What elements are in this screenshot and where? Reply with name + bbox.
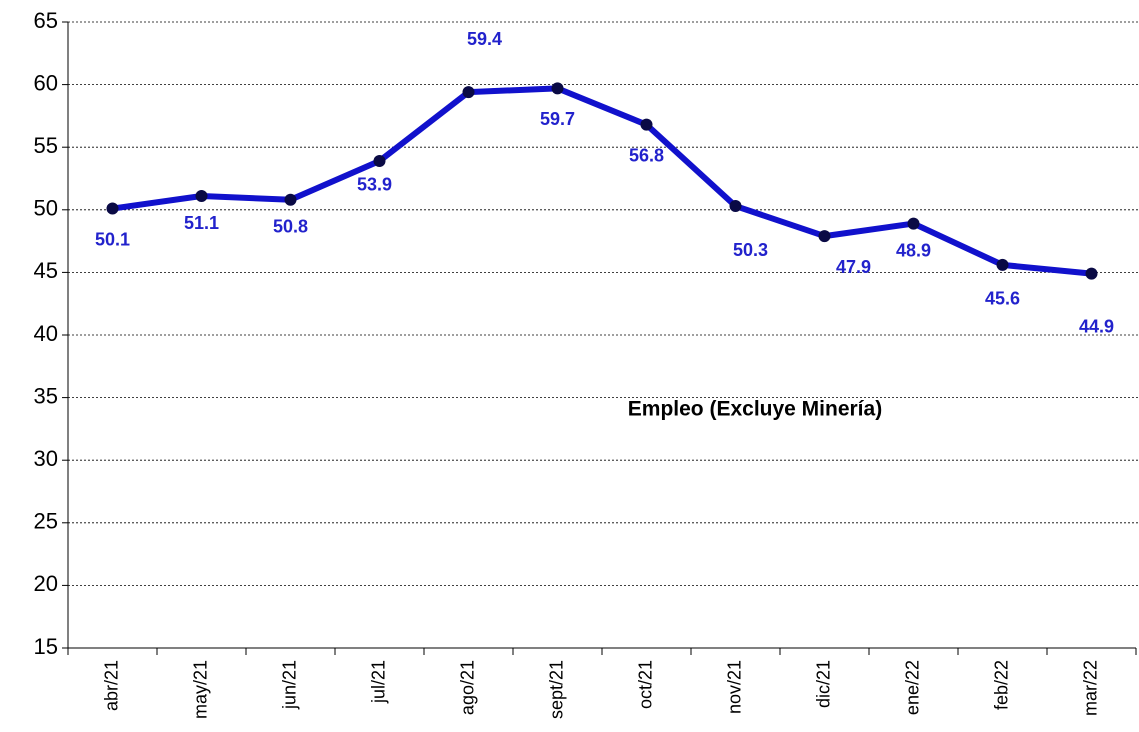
- x-tick-label: ene/22: [902, 660, 922, 715]
- marker: [640, 118, 653, 131]
- y-tick-label: 20: [34, 571, 58, 596]
- y-tick-label: 40: [34, 321, 58, 346]
- x-tick-label: ago/21: [457, 660, 477, 715]
- x-tick-label: may/21: [190, 660, 210, 719]
- marker: [195, 190, 208, 203]
- x-tick-label: oct/21: [635, 660, 655, 709]
- data-label: 48.9: [896, 240, 931, 260]
- annotation: Empleo (Excluye Minería): [628, 398, 882, 421]
- marker: [551, 82, 564, 95]
- marker: [284, 193, 297, 206]
- y-tick-label: 15: [34, 634, 58, 659]
- y-tick-label: 30: [34, 446, 58, 471]
- y-tick-label: 50: [34, 196, 58, 221]
- data-label: 53.9: [357, 175, 392, 195]
- marker: [818, 230, 831, 243]
- marker: [373, 154, 386, 167]
- data-label: 59.4: [467, 29, 502, 49]
- line: [112, 85, 1092, 277]
- data-label: 50.8: [273, 217, 308, 237]
- x-tick-label: mar/22: [1080, 660, 1100, 716]
- marker: [462, 86, 475, 99]
- x-tick-label: feb/22: [991, 660, 1011, 710]
- marker: [1085, 267, 1098, 280]
- marker: [907, 217, 920, 230]
- data-label: 56.8: [629, 145, 664, 165]
- y-tick-label: 45: [34, 258, 58, 283]
- x-tick-label: abr/21: [101, 660, 121, 711]
- data-label: 50.3: [733, 240, 768, 260]
- y-tick-label: 60: [34, 70, 58, 95]
- data-label: 45.6: [985, 289, 1020, 309]
- y-tick-label: 25: [34, 509, 58, 534]
- marker: [106, 202, 119, 215]
- y-tick-label: 35: [34, 383, 58, 408]
- x-tick-label: dic/21: [813, 660, 833, 708]
- marker: [996, 258, 1009, 271]
- y-tick-label: 55: [34, 133, 58, 158]
- y-tick-label: 65: [34, 8, 58, 33]
- data-label: 50.1: [95, 229, 130, 249]
- x-tick-label: sept/21: [546, 660, 566, 719]
- x-tick-label: jun/21: [279, 660, 299, 710]
- data-label: 51.1: [184, 213, 219, 233]
- data-label: 44.9: [1079, 316, 1114, 336]
- x-tick-label: jul/21: [368, 660, 388, 704]
- data-label: 47.9: [836, 257, 871, 277]
- data-label: 59.7: [540, 109, 575, 129]
- marker: [729, 200, 742, 213]
- x-tick-label: nov/21: [724, 660, 744, 714]
